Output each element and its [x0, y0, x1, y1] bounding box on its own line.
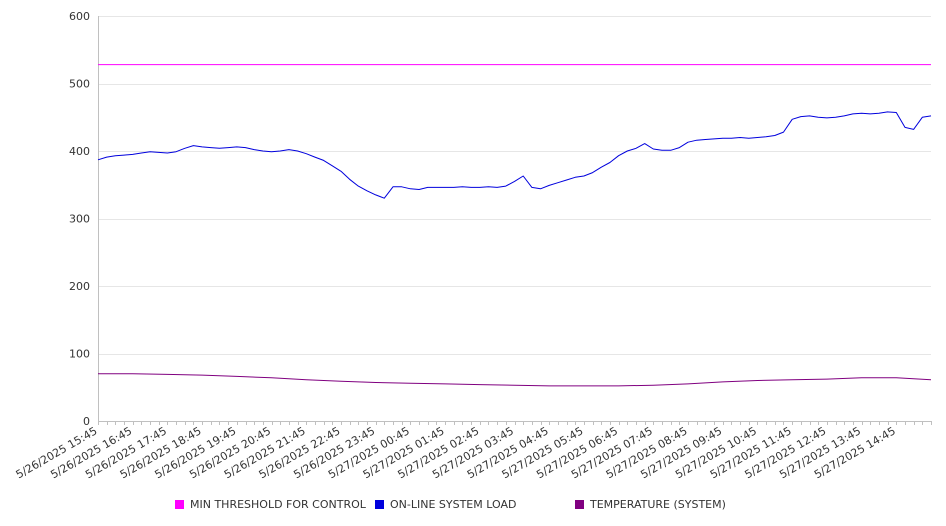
series-line-system-load — [97, 111, 932, 199]
legend-label-min-threshold: MIN THRESHOLD FOR CONTROL — [190, 498, 366, 511]
legend-label-temperature: TEMPERATURE (SYSTEM) — [590, 498, 726, 511]
legend-swatch-temperature — [575, 500, 584, 509]
legend-item-temperature[interactable]: TEMPERATURE (SYSTEM) — [575, 498, 726, 511]
y-tick-label: 200 — [69, 280, 90, 293]
axes — [98, 16, 932, 425]
legend: MIN THRESHOLD FOR CONTROL ON-LINE SYSTEM… — [0, 498, 946, 514]
y-tick-label: 100 — [69, 348, 90, 361]
legend-swatch-min-threshold — [175, 500, 184, 509]
y-tick-label: 0 — [83, 415, 90, 428]
x-tick-labels: 5/26/2025 15:455/26/2025 16:455/26/2025 … — [14, 424, 898, 481]
series-line-temperature — [98, 373, 932, 387]
y-tick-label: 600 — [69, 10, 90, 23]
y-tick-labels: 0 100 200 300 400 500 600 — [69, 10, 90, 428]
y-tick-label: 300 — [69, 213, 90, 226]
series-lines — [97, 64, 932, 387]
legend-item-system-load[interactable]: ON-LINE SYSTEM LOAD — [375, 498, 516, 511]
legend-item-min-threshold[interactable]: MIN THRESHOLD FOR CONTROL — [175, 498, 366, 511]
y-tick-label: 400 — [69, 145, 90, 158]
legend-label-system-load: ON-LINE SYSTEM LOAD — [390, 498, 517, 511]
gridlines — [98, 16, 931, 355]
legend-swatch-system-load — [375, 500, 384, 509]
y-tick-label: 500 — [69, 78, 90, 91]
